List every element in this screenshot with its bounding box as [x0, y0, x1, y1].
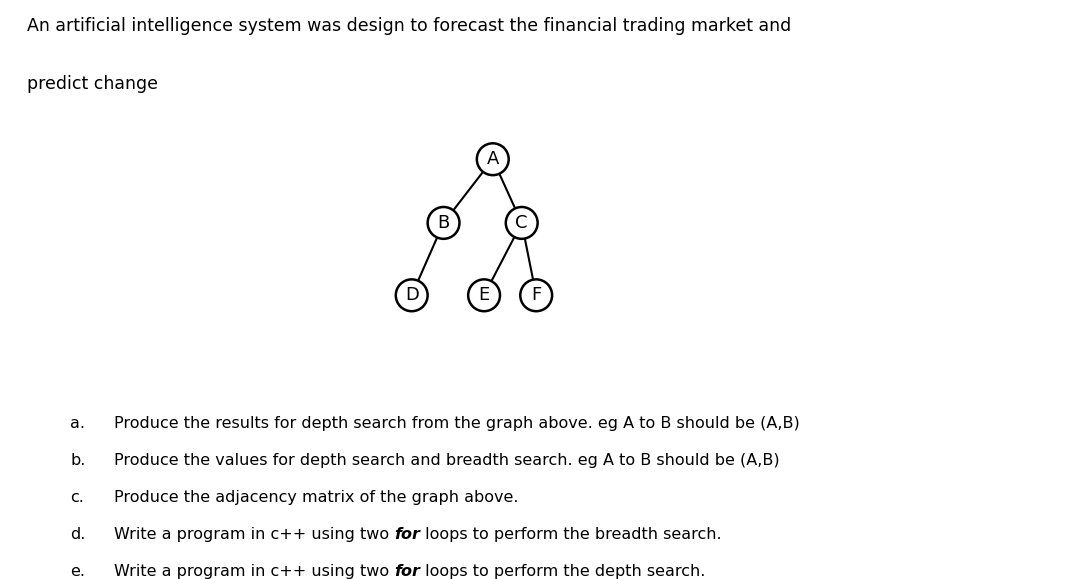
- Text: d.: d.: [70, 527, 86, 542]
- Circle shape: [395, 279, 428, 312]
- Text: E: E: [479, 286, 490, 305]
- Text: Write a program in c++ using two: Write a program in c++ using two: [114, 527, 394, 542]
- Text: B: B: [438, 214, 449, 232]
- Text: C: C: [516, 214, 529, 232]
- Text: A: A: [486, 150, 499, 168]
- Text: Write a program in c++ using two: Write a program in c++ using two: [114, 564, 394, 579]
- Circle shape: [477, 143, 509, 175]
- Circle shape: [506, 207, 537, 239]
- Text: b.: b.: [70, 453, 86, 468]
- Text: predict change: predict change: [27, 75, 158, 93]
- Text: e.: e.: [70, 564, 86, 579]
- Text: Produce the values for depth search and breadth search. eg A to B should be (A,B: Produce the values for depth search and …: [114, 453, 780, 468]
- Text: for: for: [394, 527, 420, 542]
- Circle shape: [428, 207, 459, 239]
- Text: c.: c.: [70, 490, 84, 505]
- Circle shape: [468, 279, 500, 312]
- Text: a.: a.: [70, 416, 86, 431]
- Text: D: D: [405, 286, 419, 305]
- Text: for: for: [394, 564, 420, 579]
- Text: Produce the results for depth search from the graph above. eg A to B should be (: Produce the results for depth search fro…: [114, 416, 799, 431]
- Text: loops to perform the breadth search.: loops to perform the breadth search.: [420, 527, 721, 542]
- Text: Produce the adjacency matrix of the graph above.: Produce the adjacency matrix of the grap…: [114, 490, 518, 505]
- Text: An artificial intelligence system was design to forecast the financial trading m: An artificial intelligence system was de…: [27, 17, 792, 35]
- Text: F: F: [531, 286, 542, 305]
- Text: loops to perform the depth search.: loops to perform the depth search.: [420, 564, 705, 579]
- Circle shape: [520, 279, 552, 312]
